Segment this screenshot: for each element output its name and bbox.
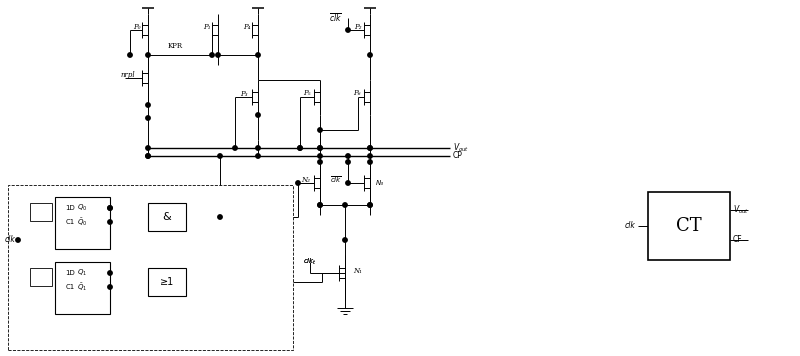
- Circle shape: [233, 146, 237, 150]
- Circle shape: [318, 146, 322, 150]
- Circle shape: [318, 154, 322, 158]
- Circle shape: [368, 146, 372, 150]
- Text: P₂: P₂: [354, 23, 362, 31]
- Circle shape: [368, 203, 372, 207]
- Circle shape: [218, 154, 222, 158]
- Circle shape: [318, 203, 322, 207]
- Bar: [55, 262, 110, 314]
- Circle shape: [128, 53, 132, 57]
- Circle shape: [256, 53, 260, 57]
- Text: P₆: P₆: [354, 89, 361, 97]
- Text: $\bar{Q}_0$: $\bar{Q}_0$: [77, 216, 87, 228]
- Text: P₀: P₀: [134, 23, 141, 31]
- Circle shape: [108, 206, 112, 210]
- Text: $V_{out}$: $V_{out}$: [453, 142, 469, 154]
- Text: P₁: P₁: [203, 23, 210, 31]
- Text: P₄: P₄: [243, 23, 250, 31]
- Circle shape: [368, 203, 372, 207]
- Bar: [30, 203, 52, 221]
- Circle shape: [108, 271, 112, 275]
- Bar: [8, 185, 293, 350]
- Circle shape: [368, 146, 372, 150]
- Bar: [55, 197, 110, 249]
- Circle shape: [146, 53, 150, 57]
- Circle shape: [343, 238, 347, 242]
- Text: N₁: N₁: [354, 267, 362, 275]
- Bar: [148, 268, 186, 296]
- Circle shape: [296, 181, 300, 185]
- Circle shape: [318, 128, 322, 132]
- Circle shape: [210, 53, 214, 57]
- Text: $Q_1$: $Q_1$: [77, 268, 87, 278]
- Text: P₅: P₅: [303, 89, 310, 97]
- Circle shape: [298, 146, 302, 150]
- Circle shape: [146, 103, 150, 107]
- Text: CF: CF: [733, 236, 742, 245]
- Text: P₃: P₃: [240, 90, 248, 98]
- Text: CP: CP: [453, 152, 463, 161]
- Text: C1: C1: [66, 219, 74, 225]
- Text: $\overline{clk}$: $\overline{clk}$: [330, 175, 342, 185]
- Circle shape: [256, 113, 260, 117]
- Circle shape: [146, 146, 150, 150]
- Circle shape: [368, 160, 372, 164]
- Circle shape: [16, 238, 20, 242]
- Bar: [30, 268, 52, 286]
- Text: CT: CT: [676, 217, 702, 235]
- Circle shape: [256, 146, 260, 150]
- Text: N₃: N₃: [376, 180, 384, 186]
- Text: $\bar{Q}_1$: $\bar{Q}_1$: [77, 281, 87, 293]
- Circle shape: [218, 215, 222, 219]
- Circle shape: [146, 154, 150, 158]
- Circle shape: [108, 206, 112, 210]
- Circle shape: [146, 116, 150, 120]
- Circle shape: [318, 160, 322, 164]
- Text: $\overline{clk}$: $\overline{clk}$: [329, 12, 342, 24]
- Text: clk: clk: [625, 221, 636, 230]
- Text: clk: clk: [5, 236, 16, 245]
- Circle shape: [298, 146, 302, 150]
- Circle shape: [216, 53, 220, 57]
- Bar: [148, 203, 186, 231]
- Circle shape: [346, 181, 350, 185]
- Text: C1: C1: [66, 284, 74, 290]
- Circle shape: [108, 220, 112, 224]
- Text: nrpl: nrpl: [121, 71, 135, 79]
- Circle shape: [346, 160, 350, 164]
- Circle shape: [368, 154, 372, 158]
- Text: $V_{out}$: $V_{out}$: [733, 204, 749, 216]
- Circle shape: [256, 154, 260, 158]
- Text: ≥1: ≥1: [160, 277, 174, 287]
- Circle shape: [318, 203, 322, 207]
- Circle shape: [318, 146, 322, 150]
- Text: 1D: 1D: [65, 270, 75, 276]
- Text: KPR: KPR: [167, 42, 182, 50]
- Text: $clk_t$: $clk_t$: [303, 257, 317, 267]
- Text: $clk_t$: $clk_t$: [303, 257, 317, 267]
- Circle shape: [346, 28, 350, 32]
- Circle shape: [146, 154, 150, 158]
- Circle shape: [346, 154, 350, 158]
- Bar: [648, 192, 730, 260]
- Circle shape: [343, 203, 347, 207]
- Text: $Q_0$: $Q_0$: [77, 203, 87, 213]
- Text: 1D: 1D: [65, 205, 75, 211]
- Text: N₂: N₂: [302, 176, 310, 184]
- Text: &: &: [162, 212, 171, 222]
- Circle shape: [108, 285, 112, 289]
- Circle shape: [368, 53, 372, 57]
